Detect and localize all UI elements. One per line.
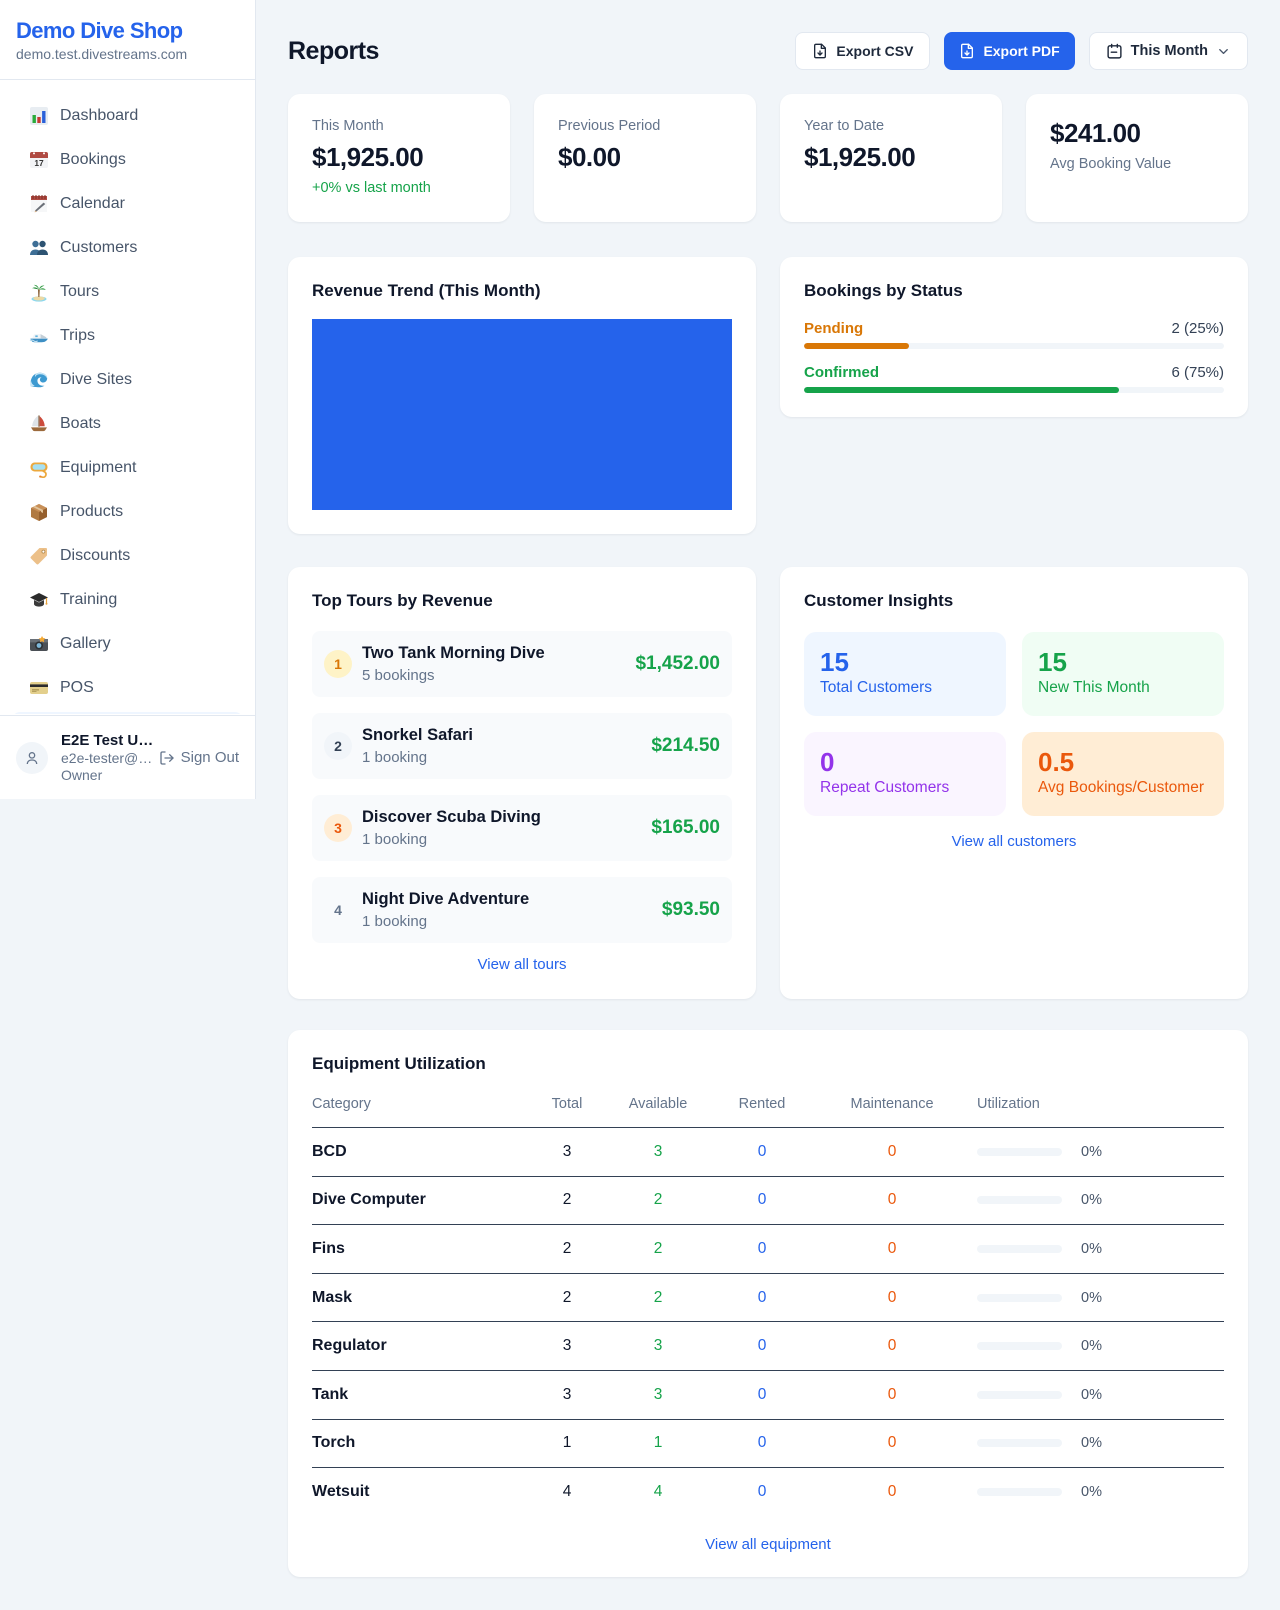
svg-text:17: 17 [34,158,44,168]
